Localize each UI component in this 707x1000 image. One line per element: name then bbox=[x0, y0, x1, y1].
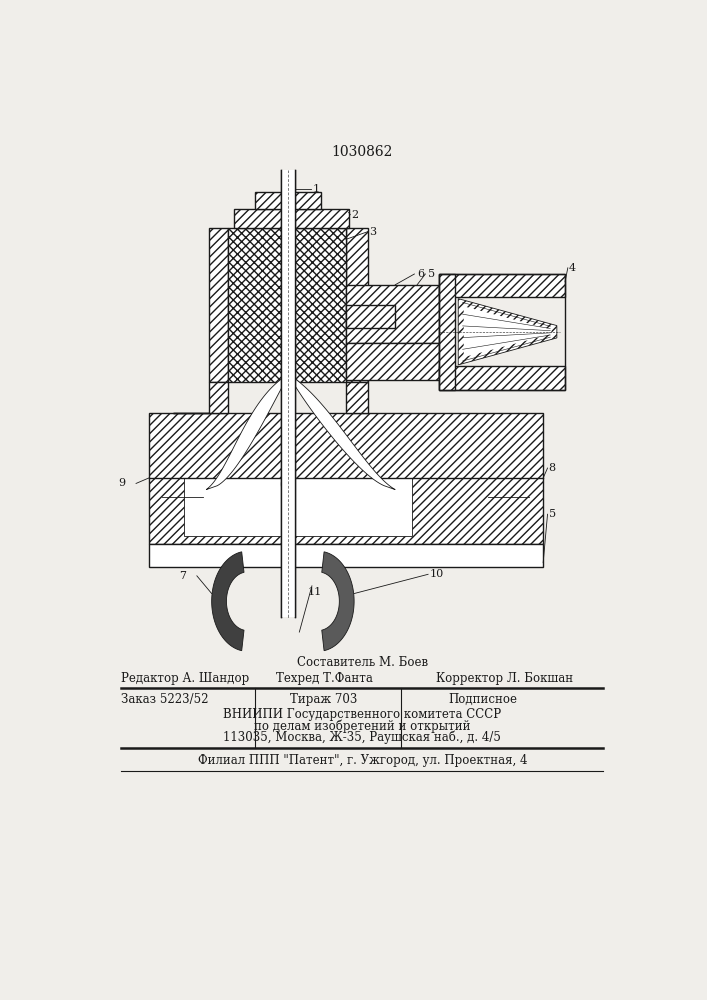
Polygon shape bbox=[209, 228, 228, 382]
Polygon shape bbox=[439, 366, 565, 389]
Text: 7: 7 bbox=[179, 571, 186, 581]
Text: по делам изобретений и открытий: по делам изобретений и открытий bbox=[254, 719, 471, 733]
Polygon shape bbox=[211, 552, 244, 651]
Polygon shape bbox=[464, 306, 551, 357]
Circle shape bbox=[281, 474, 296, 494]
Bar bbox=[281, 170, 296, 617]
Polygon shape bbox=[233, 209, 349, 228]
Text: 3: 3 bbox=[370, 227, 377, 237]
Polygon shape bbox=[148, 413, 543, 544]
Text: Редактор А. Шандор: Редактор А. Шандор bbox=[122, 672, 250, 685]
Text: 1: 1 bbox=[313, 184, 320, 194]
Text: Подписное: Подписное bbox=[448, 693, 518, 706]
Text: Составитель М. Боев: Составитель М. Боев bbox=[297, 656, 428, 669]
Text: Тираж 703: Тираж 703 bbox=[291, 693, 358, 706]
Polygon shape bbox=[322, 552, 354, 651]
Bar bbox=[439, 274, 565, 389]
Text: 5: 5 bbox=[549, 509, 556, 519]
Polygon shape bbox=[286, 370, 395, 490]
Text: Филиал ППП "Патент", г. Ужгород, ул. Проектная, 4: Филиал ППП "Патент", г. Ужгород, ул. Про… bbox=[197, 754, 527, 767]
Text: 8: 8 bbox=[549, 463, 556, 473]
Text: 9: 9 bbox=[119, 478, 126, 488]
Polygon shape bbox=[173, 382, 228, 413]
Text: Заказ 5223/52: Заказ 5223/52 bbox=[122, 693, 209, 706]
Text: 5: 5 bbox=[428, 269, 436, 279]
Polygon shape bbox=[439, 274, 455, 389]
Bar bbox=[185, 478, 411, 536]
Polygon shape bbox=[346, 382, 368, 413]
Polygon shape bbox=[255, 192, 321, 209]
Text: Техред Т.Фанта: Техред Т.Фанта bbox=[276, 672, 373, 685]
Polygon shape bbox=[346, 305, 395, 328]
Text: 11: 11 bbox=[308, 587, 322, 597]
Text: ВНИИПИ Государственного комитета СССР: ВНИИПИ Государственного комитета СССР bbox=[223, 708, 501, 721]
Text: Корректор Л. Бокшан: Корректор Л. Бокшан bbox=[436, 672, 573, 685]
Text: 1030862: 1030862 bbox=[332, 145, 393, 159]
Polygon shape bbox=[346, 343, 439, 380]
Text: 113035, Москва, Ж-35, Раушская наб., д. 4/5: 113035, Москва, Ж-35, Раушская наб., д. … bbox=[223, 731, 501, 744]
Polygon shape bbox=[228, 228, 346, 382]
Text: 6: 6 bbox=[417, 269, 424, 279]
Bar bbox=[281, 170, 296, 617]
Polygon shape bbox=[148, 544, 543, 567]
Text: 2: 2 bbox=[351, 210, 358, 220]
Text: 10: 10 bbox=[429, 569, 443, 579]
Polygon shape bbox=[458, 299, 557, 365]
Polygon shape bbox=[206, 370, 291, 490]
Polygon shape bbox=[346, 285, 439, 343]
Text: 4: 4 bbox=[569, 263, 576, 273]
Polygon shape bbox=[346, 228, 368, 382]
Polygon shape bbox=[439, 274, 565, 297]
